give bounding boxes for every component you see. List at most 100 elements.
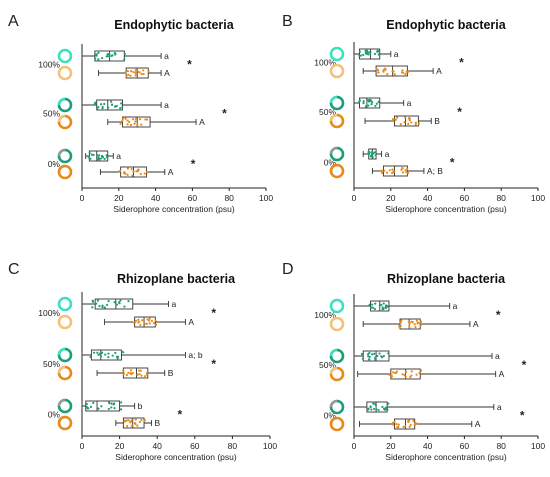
x-tick-label: 20: [386, 193, 396, 203]
data-point: [404, 169, 407, 172]
data-point: [399, 321, 402, 324]
data-point: [132, 70, 135, 74]
data-point: [123, 58, 126, 61]
data-point: [372, 402, 375, 405]
data-point: [129, 70, 133, 73]
data-point: [420, 369, 423, 372]
data-point: [138, 372, 141, 376]
data-point: [92, 401, 95, 405]
data-point: [382, 354, 385, 358]
x-tick-label: 80: [228, 441, 238, 451]
data-point: [124, 117, 127, 120]
data-point: [401, 166, 404, 170]
data-point: [383, 169, 386, 172]
ring-segment-icon: [329, 95, 338, 104]
data-point: [127, 73, 130, 77]
data-point: [150, 319, 154, 322]
data-point: [107, 401, 111, 404]
panel-a: A Endophytic bacteria 0 20 40 60 80 100 Sideroph…: [8, 13, 273, 214]
significance-star: *: [211, 357, 216, 371]
data-point: [407, 117, 411, 120]
data-point: [410, 370, 413, 373]
group-letter: a: [453, 301, 458, 311]
data-point: [397, 423, 400, 426]
data-point: [105, 303, 109, 307]
data-point: [136, 373, 139, 376]
data-point: [89, 405, 93, 408]
group-letter: B: [168, 368, 174, 378]
data-point: [114, 351, 117, 355]
data-point: [146, 318, 149, 321]
orange-ring-icon: [329, 63, 345, 79]
data-point: [404, 375, 407, 378]
data-point: [97, 156, 100, 159]
data-point: [107, 300, 110, 303]
data-point: [402, 71, 405, 74]
data-point: [101, 107, 104, 110]
data-point: [392, 371, 395, 374]
panel-letter: B: [282, 13, 293, 30]
data-point: [370, 303, 374, 306]
significance-star: *: [522, 358, 527, 372]
box-rect: [394, 115, 419, 127]
data-point: [85, 402, 88, 406]
significance-star: *: [520, 409, 525, 423]
data-point: [141, 319, 144, 322]
data-point: [100, 157, 103, 160]
group-letter: A; B: [427, 166, 443, 176]
data-point: [374, 154, 377, 157]
data-point: [367, 53, 370, 56]
data-point: [401, 373, 404, 376]
data-point: [390, 171, 394, 175]
x-tick-label: 80: [496, 193, 506, 203]
data-point: [408, 321, 411, 324]
data-point: [418, 371, 421, 375]
data-point: [416, 322, 419, 325]
group-label: 50%: [319, 107, 336, 117]
data-point: [134, 74, 137, 77]
data-point: [139, 172, 142, 176]
data-point: [373, 352, 376, 355]
group-label: 0%: [48, 410, 61, 420]
data-point: [122, 369, 125, 372]
ring-segment-icon: [329, 366, 338, 375]
data-point: [107, 106, 110, 109]
data-point: [100, 405, 103, 408]
data-point: [370, 306, 373, 309]
data-point: [98, 304, 101, 308]
data-point: [136, 123, 139, 126]
data-point: [113, 407, 116, 410]
data-point: [97, 51, 100, 54]
data-point: [364, 51, 368, 54]
data-point: [413, 323, 416, 326]
data-point: [404, 425, 407, 428]
data-point: [145, 171, 149, 174]
data-point: [134, 418, 137, 421]
data-point: [103, 306, 106, 309]
data-point: [91, 299, 94, 302]
data-point: [374, 302, 377, 305]
group-letter: A: [168, 167, 174, 177]
data-point: [100, 352, 103, 355]
data-point: [359, 54, 362, 57]
data-point: [97, 353, 100, 357]
data-point: [384, 306, 387, 309]
data-point: [109, 100, 113, 103]
data-point: [88, 151, 91, 155]
data-point: [386, 73, 389, 76]
data-point: [368, 351, 371, 354]
teal-ring-icon: [57, 296, 73, 312]
group-label: 100%: [314, 58, 336, 68]
panel-letter: C: [8, 261, 20, 278]
data-point: [116, 355, 119, 358]
group-label: 100%: [38, 60, 60, 70]
data-point: [391, 423, 395, 426]
data-point: [376, 354, 379, 358]
data-point: [386, 408, 389, 411]
data-point: [139, 323, 142, 327]
data-point: [114, 53, 117, 56]
data-point: [390, 375, 393, 378]
data-point: [381, 356, 384, 359]
data-point: [140, 72, 143, 76]
x-axis-label: Siderophore concentration (psu): [385, 204, 507, 214]
